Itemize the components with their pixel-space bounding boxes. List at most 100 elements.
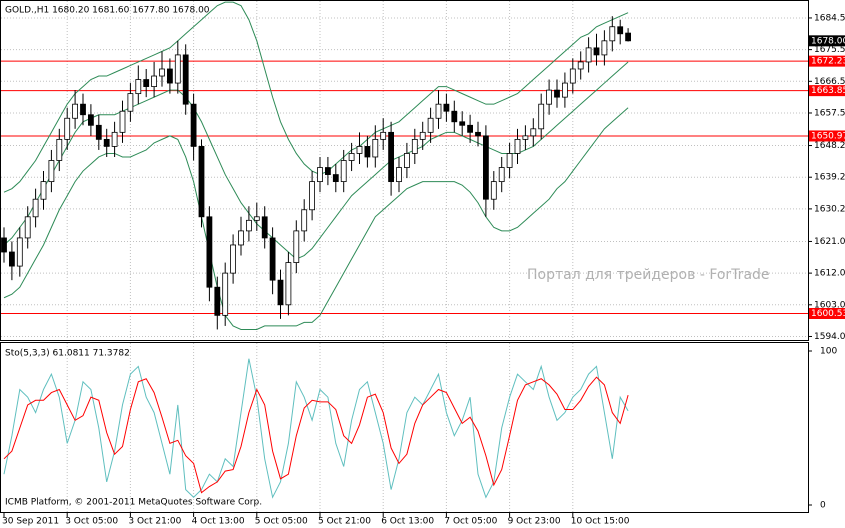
- level-label: 1672.23: [811, 57, 845, 67]
- candle-body: [562, 82, 568, 98]
- candle-body: [245, 219, 252, 232]
- y-tick-label: 1684.50: [814, 13, 845, 23]
- candle-body: [498, 167, 505, 183]
- candle-body: [166, 68, 173, 84]
- candle-body: [40, 181, 47, 200]
- main-pane: [0, 0, 809, 341]
- candle-body: [475, 131, 481, 137]
- y-tick-label: 1639.25: [814, 173, 845, 183]
- y-tick-label: 1621.00: [814, 237, 845, 247]
- candle-body: [332, 174, 339, 183]
- y-tick-label: 1648.25: [814, 141, 845, 151]
- candle-body: [372, 138, 379, 158]
- candle-body: [16, 237, 23, 267]
- candle-body: [348, 153, 355, 161]
- candle-body: [32, 198, 39, 218]
- candle-body: [546, 89, 552, 105]
- candle-body: [1, 237, 7, 253]
- y-tick-label: 1630.25: [814, 204, 845, 214]
- candle-body: [238, 230, 244, 246]
- candle-body: [80, 103, 86, 116]
- candle-body: [490, 181, 497, 200]
- candle-body: [380, 131, 387, 140]
- chart-header: GOLD.,H1 1680.20 1681.60 1677.80 1678.00: [5, 6, 210, 16]
- candle-body: [301, 209, 308, 232]
- candle-body: [103, 138, 110, 147]
- y-tick-label: 1603.00: [814, 300, 845, 310]
- candle-body: [324, 167, 331, 175]
- level-box: [809, 307, 845, 319]
- candle-body: [269, 237, 276, 281]
- x-tick-label: 3 Oct 21:00: [128, 517, 181, 527]
- candle-body: [538, 103, 545, 130]
- level-box: [809, 55, 845, 67]
- candle-body: [72, 103, 78, 119]
- candle-body: [317, 167, 323, 183]
- band-line: [3, 61, 629, 260]
- candle-body: [593, 47, 600, 56]
- level-label: 1663.85: [811, 86, 845, 96]
- candle-body: [601, 40, 608, 56]
- price-label: 1678.00: [811, 36, 845, 46]
- candle-body: [625, 32, 631, 42]
- candle-body: [24, 216, 31, 239]
- candle-body: [230, 244, 237, 274]
- candle-body: [585, 47, 592, 63]
- candle-body: [253, 216, 260, 221]
- candle-body: [56, 138, 63, 161]
- candle-body: [411, 138, 418, 154]
- candle-body: [190, 103, 197, 147]
- candle-body: [506, 153, 513, 168]
- candle-body: [609, 26, 616, 42]
- candle-body: [530, 128, 537, 137]
- candle-body: [396, 167, 402, 183]
- candle-body: [206, 216, 213, 288]
- copyright: ICMB Platform, © 2001-2011 MetaQuotes So…: [5, 498, 262, 508]
- candle-body: [514, 138, 521, 154]
- candle-body: [309, 181, 316, 211]
- candle-body: [467, 124, 474, 133]
- y-tick-label: 1594.00: [814, 332, 845, 342]
- level-box: [809, 130, 845, 142]
- indicator-line: [3, 358, 629, 499]
- band-line: [3, 107, 629, 330]
- candle-body: [261, 216, 268, 239]
- x-tick-label: 6 Oct 13:00: [381, 517, 434, 527]
- candle-body: [198, 146, 205, 218]
- candle-body: [285, 262, 292, 306]
- x-tick-label: 5 Oct 21:00: [318, 517, 371, 527]
- y-tick-label: 100: [820, 347, 837, 357]
- candle-body: [577, 61, 584, 70]
- x-tick-label: 10 Oct 15:00: [571, 517, 630, 527]
- y-tick-label: 1666.50: [814, 77, 845, 87]
- level-box: [809, 85, 845, 97]
- watermark: Портал для трейдеров - ForTrade: [527, 267, 770, 283]
- candle-body: [569, 68, 576, 84]
- candle-body: [174, 54, 181, 84]
- candle-body: [159, 68, 165, 77]
- x-tick-label: 30 Sep 2011: [2, 517, 59, 527]
- band-line: [3, 1, 629, 193]
- candle-body: [64, 117, 71, 140]
- candle-body: [435, 103, 442, 119]
- candle-body: [482, 135, 489, 200]
- y-tick-label: 1612.00: [814, 269, 845, 279]
- candle-body: [48, 160, 55, 183]
- candle-body: [364, 146, 371, 158]
- x-tick-label: 5 Oct 05:00: [255, 517, 308, 527]
- y-tick-label: 1657.50: [814, 108, 845, 118]
- candle-body: [143, 79, 150, 87]
- y-tick-label: 1675.50: [814, 45, 845, 55]
- candle-body: [293, 230, 300, 263]
- y-tick-label: 0: [820, 500, 826, 510]
- candle-body: [388, 131, 395, 183]
- candle-body: [419, 131, 426, 140]
- candle-body: [127, 93, 134, 112]
- indicator-line: [3, 376, 629, 494]
- x-tick-label: 3 Oct 05:00: [65, 517, 118, 527]
- indicator-pane: [0, 342, 809, 513]
- level-label: 1650.97: [811, 131, 845, 141]
- x-tick-label: 4 Oct 13:00: [192, 517, 245, 527]
- candle-body: [151, 75, 158, 87]
